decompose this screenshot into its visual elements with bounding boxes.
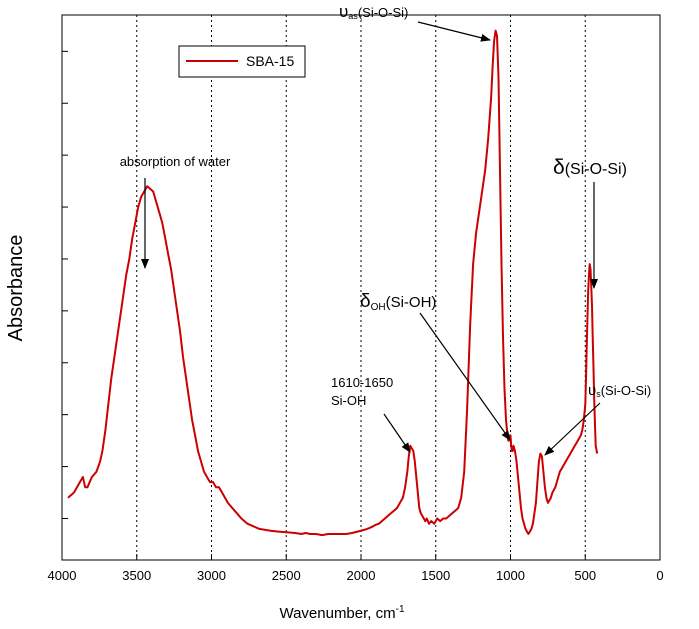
x-axis-title-sup: -1 [396, 604, 405, 615]
annotation-vs-label: υs(Si-O-Si) [588, 382, 651, 399]
x-tick-label-1000: 1000 [496, 568, 525, 583]
annotation-delta-label: δ(Si-O-Si) [553, 156, 627, 179]
annotation-sioh-range: 1610-1650 [331, 375, 393, 390]
annotation-vas-arrow [417, 21, 491, 42]
annotation-doh-arrow [419, 312, 511, 441]
x-axis-title-main: Wavenumber, cm [279, 605, 395, 622]
annotation-vs-group: (Si-O-Si) [601, 383, 652, 398]
annotation-doh-group: (Si-OH) [386, 294, 437, 311]
x-tick-label-0: 0 [656, 568, 663, 583]
annotation-doh-label: δOH(Si-OH) [360, 291, 436, 313]
annotation-sioh-arrow [383, 413, 411, 453]
annotation-vas-greek: υ [339, 2, 348, 21]
annotation-vas-label: υas(Si-O-Si) [339, 2, 408, 21]
annotation-delta-greek: δ [553, 156, 565, 179]
annotation-water: absorption of water [120, 154, 231, 269]
annotation-sioh-label: Si-OH [331, 393, 366, 408]
x-tick-label-3000: 3000 [197, 568, 226, 583]
annotation-vas-sub: as [348, 11, 358, 21]
annotation-doh-greek: δ [360, 291, 371, 312]
annotation-delta: δ(Si-O-Si) [553, 156, 627, 289]
annotation-vas-group: (Si-O-Si) [358, 5, 409, 20]
x-tick-label-2000: 2000 [347, 568, 376, 583]
legend-label-sba15: SBA-15 [246, 53, 294, 69]
annotation-vs-arrow [544, 402, 601, 456]
annotation-doh: δOH(Si-OH) [360, 291, 511, 441]
x-tick-label-2500: 2500 [272, 568, 301, 583]
annotation-water-label: absorption of water [120, 154, 231, 169]
x-tick-label-1500: 1500 [421, 568, 450, 583]
y-axis-ticks [62, 50, 68, 519]
annotation-doh-sub: OH [371, 302, 386, 313]
annotation-vas: υas(Si-O-Si) [339, 2, 491, 42]
y-axis-title: Absorbance [5, 235, 27, 342]
annotation-vs: υs(Si-O-Si) [544, 382, 651, 456]
annotation-vs-sub: s [596, 389, 601, 399]
legend: SBA-15 [178, 45, 306, 78]
x-axis-ticks: 4000 3500 3000 2500 2000 1500 1000 500 0 [48, 554, 664, 583]
sba15-spectrum-line [67, 29, 599, 537]
annotation-delta-group: (Si-O-Si) [565, 161, 627, 178]
x-tick-label-4000: 4000 [48, 568, 77, 583]
x-axis-title: Wavenumber, cm-1 [279, 604, 404, 622]
annotation-sioh: 1610-1650 Si-OH [331, 375, 411, 453]
x-tick-label-3500: 3500 [122, 568, 151, 583]
gridlines [136, 15, 586, 560]
annotation-vs-greek: υ [588, 382, 596, 399]
x-tick-label-500: 500 [574, 568, 596, 583]
